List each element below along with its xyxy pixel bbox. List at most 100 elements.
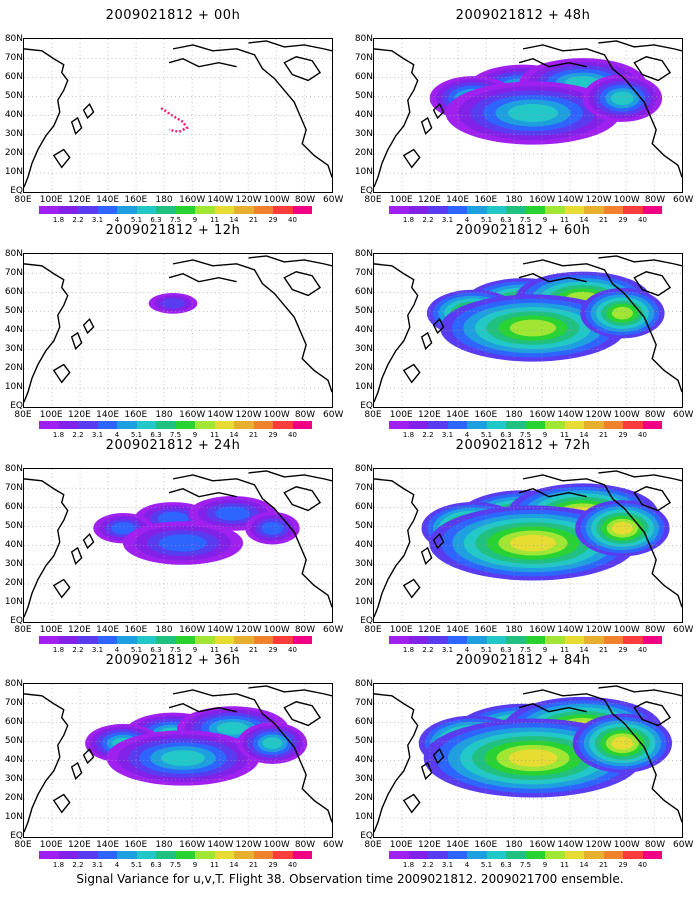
- map-panel: 2009021812 + 72h 80N 70N 60N 50N 40N 30N 20N 10N…: [353, 438, 694, 656]
- colorbar-label: 2.2: [72, 431, 84, 439]
- longitude-label: 80E: [364, 625, 382, 635]
- coastline: [432, 317, 445, 335]
- colorbar-swatch: [175, 206, 195, 214]
- longitude-label: 180: [155, 625, 173, 635]
- colorbar-swatch: [136, 851, 156, 859]
- colorbar-label: 1.8: [52, 431, 65, 439]
- colorbar-swatch: [428, 421, 448, 429]
- colorbar-label: 29: [618, 861, 628, 869]
- longitude-label: 140E: [96, 410, 120, 420]
- colorbar-label: 6.3: [150, 431, 162, 439]
- longitude-label: 160E: [124, 625, 148, 635]
- latitude-label: 60N: [4, 717, 23, 727]
- variance-map: [373, 683, 683, 838]
- coastline: [432, 532, 445, 550]
- longitude-label: 80W: [294, 840, 316, 850]
- colorbar-swatch: [273, 851, 293, 859]
- longitude-label: 140E: [446, 195, 470, 205]
- map-panel: 2009021812 + 12h 80N 70N 60N 50N 40N 30N 20N 10N…: [3, 223, 344, 441]
- longitude-label: 80W: [644, 840, 666, 850]
- longitude-label: 80W: [294, 625, 316, 635]
- colorbar-swatch: [408, 421, 428, 429]
- colorbar: [39, 636, 312, 644]
- colorbar-swatch: [486, 206, 506, 214]
- colorbar-label: 40: [288, 646, 297, 654]
- latitude-label: 60N: [354, 502, 373, 512]
- colorbar-label: 9: [542, 216, 548, 224]
- colorbar-label: 21: [249, 646, 258, 654]
- coastline: [24, 48, 69, 188]
- colorbar-swatch: [58, 636, 78, 644]
- coastline: [82, 317, 95, 335]
- latitude-label: 10N: [354, 382, 373, 392]
- colorbar-label: 1.8: [402, 216, 415, 224]
- coastline: [420, 761, 433, 781]
- latitude-label: 50N: [354, 736, 373, 746]
- latitude-label: 60N: [4, 72, 23, 82]
- longitude-label: 100E: [39, 195, 63, 205]
- colorbar-swatch: [117, 421, 137, 429]
- coastline: [402, 148, 421, 169]
- longitude-label: 100E: [39, 625, 63, 635]
- coastline: [283, 701, 322, 727]
- coastline: [52, 148, 71, 169]
- colorbar-swatch: [117, 636, 137, 644]
- colorbar-swatch: [389, 206, 409, 214]
- colorbar-swatch: [603, 636, 623, 644]
- contour-fill: [507, 104, 558, 123]
- contour-fill: [216, 722, 249, 735]
- coastline: [402, 363, 421, 384]
- colorbar-swatch: [39, 851, 59, 859]
- latitude-label: 40N: [4, 325, 23, 335]
- colorbar-swatch: [467, 421, 487, 429]
- longitude-label: 100E: [389, 625, 413, 635]
- colorbar-swatch: [642, 636, 662, 644]
- latitude-label: 20N: [354, 793, 373, 803]
- longitude-label: 120E: [67, 840, 91, 850]
- colorbar-label: 6.3: [150, 861, 162, 869]
- longitude-label: 100W: [263, 195, 290, 205]
- colorbar-label: 7.5: [169, 216, 182, 224]
- colorbar-label: 4: [464, 431, 470, 439]
- longitude-label: 100W: [263, 410, 290, 420]
- longitude-label: 100E: [39, 840, 63, 850]
- coastline: [374, 693, 419, 833]
- panel-title: 2009021812 + 60h: [455, 223, 591, 238]
- latitude-label: 40N: [354, 110, 373, 120]
- colorbar-label: 3.1: [91, 216, 104, 224]
- colorbar-label: 40: [288, 861, 297, 869]
- colorbar-swatch: [214, 206, 234, 214]
- coastline: [168, 703, 237, 713]
- colorbar-label: 21: [599, 861, 608, 869]
- coastline: [518, 58, 587, 68]
- longitude-label: 180: [505, 195, 523, 205]
- colorbar-swatch: [584, 421, 604, 429]
- colorbar-swatch: [428, 851, 448, 859]
- colorbar-label: 9: [542, 646, 548, 654]
- colorbar-label: 3.1: [91, 861, 104, 869]
- longitude-label: 140E: [446, 840, 470, 850]
- variance-map: [23, 253, 333, 408]
- longitude-label: 120E: [67, 410, 91, 420]
- longitude-label: 120E: [417, 410, 441, 420]
- contour-fill: [509, 319, 557, 337]
- map-panel: 2009021812 + 00h 80N 70N 60N 50N 40N 30N 20N 10N…: [3, 8, 344, 226]
- latitude-label: 30N: [354, 559, 373, 569]
- longitude-label: 120E: [67, 195, 91, 205]
- latitude-label: 30N: [4, 559, 23, 569]
- colorbar-swatch: [78, 636, 98, 644]
- colorbar-swatch: [467, 636, 487, 644]
- latitude-label: 80N: [354, 464, 373, 474]
- longitude-label: 160W: [179, 625, 206, 635]
- variance-map: [23, 38, 333, 193]
- latitude-label: 20N: [354, 148, 373, 158]
- colorbar-swatch: [506, 421, 526, 429]
- latitude-label: 40N: [354, 755, 373, 765]
- colorbar-swatch: [486, 851, 506, 859]
- latitude-label: 20N: [4, 148, 23, 158]
- colorbar-swatch: [564, 636, 584, 644]
- colorbar-label: 5.1: [130, 646, 143, 654]
- colorbar-swatch: [234, 206, 254, 214]
- colorbar-swatch: [447, 636, 467, 644]
- panel-title: 2009021812 + 36h: [105, 653, 241, 668]
